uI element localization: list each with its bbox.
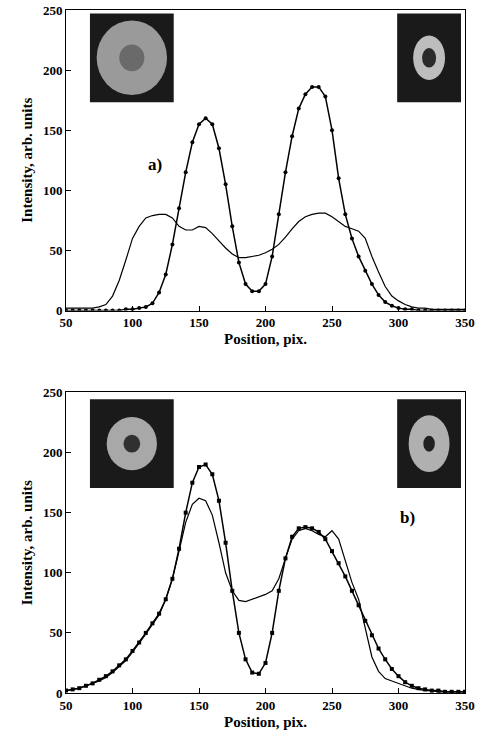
- svg-text:150: 150: [189, 698, 209, 713]
- svg-text:100: 100: [123, 698, 143, 713]
- svg-text:0: 0: [56, 303, 63, 318]
- svg-text:150: 150: [189, 315, 209, 330]
- svg-text:300: 300: [389, 315, 409, 330]
- svg-text:Intensity, arb. units: Intensity, arb. units: [19, 98, 35, 223]
- svg-text:b): b): [400, 508, 415, 527]
- svg-text:150: 150: [43, 505, 63, 520]
- svg-text:a): a): [148, 155, 162, 174]
- svg-text:50: 50: [60, 315, 73, 330]
- svg-text:250: 250: [322, 698, 342, 713]
- svg-text:250: 250: [43, 3, 63, 18]
- svg-text:Intensity, arb. units: Intensity, arb. units: [19, 480, 35, 605]
- svg-text:250: 250: [322, 315, 342, 330]
- svg-text:0: 0: [56, 686, 63, 701]
- svg-text:200: 200: [43, 445, 63, 460]
- svg-text:350: 350: [455, 698, 475, 713]
- svg-text:50: 50: [49, 625, 62, 640]
- svg-text:100: 100: [43, 565, 63, 580]
- svg-text:200: 200: [43, 63, 63, 78]
- svg-text:200: 200: [256, 698, 276, 713]
- svg-text:300: 300: [389, 698, 409, 713]
- svg-text:50: 50: [49, 243, 62, 258]
- svg-text:Position, pix.: Position, pix.: [224, 714, 307, 730]
- svg-text:200: 200: [256, 315, 276, 330]
- svg-text:100: 100: [123, 315, 143, 330]
- svg-text:100: 100: [43, 183, 63, 198]
- svg-text:350: 350: [455, 315, 475, 330]
- svg-text:50: 50: [60, 698, 73, 713]
- svg-text:150: 150: [43, 123, 63, 138]
- svg-text:250: 250: [43, 385, 63, 400]
- svg-text:Position, pix.: Position, pix.: [224, 331, 307, 347]
